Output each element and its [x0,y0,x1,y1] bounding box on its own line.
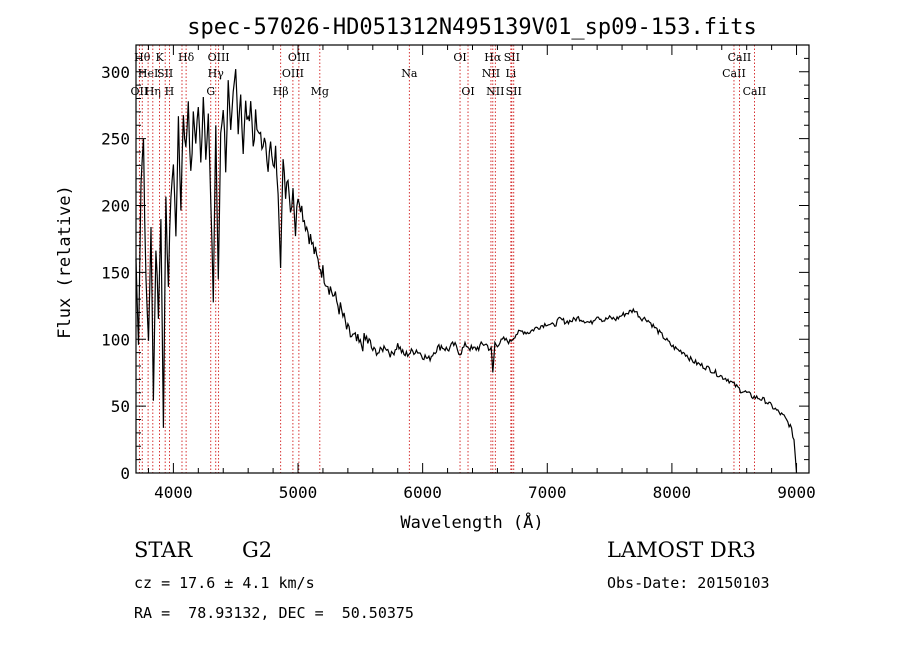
coordinates-readout: RA = 78.93132, DEC = 50.50375 [134,604,414,622]
spectrum-chart: spec-57026-HD051312N495139V01_sp09-153.f… [55,15,816,533]
marker-label-5: SII [157,67,173,80]
object-subclass: G2 [242,538,273,562]
observation-date: Obs-Date: 20150103 [607,574,770,592]
marker-label-16: Na [401,67,418,80]
marker-label-0: Hθ [134,51,151,64]
line-markers: Hθ OII HeI Hη K SII H Hδ G Hγ OIII Hβ OIII OIII Mg Na OI… [131,45,767,473]
object-class: STAR [134,538,193,562]
marker-label-20: Hα [484,51,502,64]
marker-label-18: OI [461,85,474,98]
y-tick-label-2: 100 [101,330,130,349]
marker-label-1: OII [131,85,149,98]
x-tick-label-0: 4000 [154,483,193,502]
y-axis-label: Flux (relative) [55,185,75,339]
marker-label-24: SII [506,85,522,98]
flux-series-line [135,69,798,474]
y-tick-label-1: 50 [111,397,130,416]
marker-label-12: Hβ [273,85,289,98]
marker-label-2: HeI [138,67,158,80]
chart-title: spec-57026-HD051312N495139V01_sp09-153.f… [187,15,757,40]
marker-label-11: OIII [208,51,230,64]
survey-name: LAMOST DR3 [607,538,756,562]
y-tick-label-5: 250 [101,130,130,149]
marker-label-19: NII [482,67,500,80]
marker-label-6: H [165,85,175,98]
y-tick-label-3: 150 [101,263,130,282]
marker-label-23: SII [504,51,520,64]
x-axis-label: Wavelength (Å) [400,511,543,533]
marker-label-27: CaII [743,85,767,98]
y-tick-label-4: 200 [101,197,130,216]
marker-label-26: CaII [728,51,752,64]
marker-label-3: Hη [145,85,161,98]
marker-label-22: Li [505,67,516,80]
y-tick-label-0: 0 [120,464,130,483]
x-tick-label-2: 6000 [403,483,442,502]
marker-label-21: NII [486,85,504,98]
marker-label-4: K [155,51,164,64]
marker-label-14: OIII [288,51,310,64]
marker-label-13: OIII [282,67,304,80]
marker-label-10: Hγ [208,67,225,80]
y-tick-label-6: 300 [101,63,130,82]
marker-label-25: CaII [722,67,746,80]
x-tick-label-5: 9000 [777,483,816,502]
axes: 4000 5000 6000 7000 8000 9000 0 50 100 150 200 250 3… [101,45,816,502]
marker-label-17: OI [453,51,466,64]
redshift-readout: cz = 17.6 ± 4.1 km/s [134,574,315,592]
marker-label-9: G [206,85,215,98]
marker-label-7: Hδ [178,51,195,64]
x-tick-label-1: 5000 [279,483,318,502]
x-tick-label-3: 7000 [528,483,567,502]
marker-label-15: Mg [311,85,329,98]
x-tick-label-4: 8000 [653,483,692,502]
